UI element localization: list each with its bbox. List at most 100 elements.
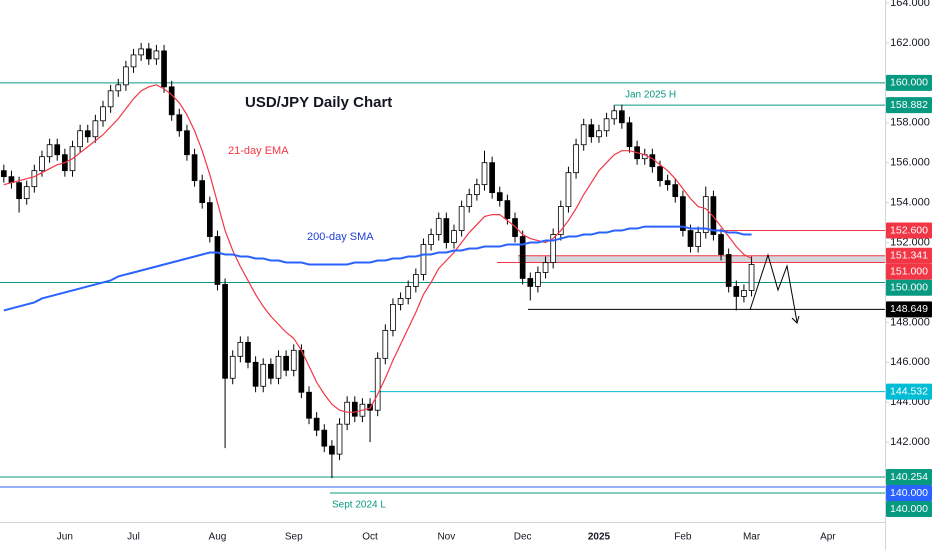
- x-tick-label: Jul: [127, 532, 140, 543]
- candle-body: [283, 355, 289, 371]
- candle-body: [603, 118, 610, 132]
- candle-body: [535, 272, 541, 287]
- candle-body: [161, 50, 167, 88]
- candle-body: [565, 172, 572, 208]
- candle-body: [115, 84, 122, 92]
- candle-body: [489, 162, 495, 194]
- candle-body: [741, 290, 747, 297]
- candle-body: [748, 264, 755, 291]
- candle-body: [550, 234, 557, 263]
- high-label: Jan 2025 H: [625, 90, 676, 101]
- candle-body: [0, 170, 7, 178]
- candle-body: [321, 429, 328, 447]
- x-tick-label: Sep: [285, 532, 303, 543]
- projection-path: [749, 253, 798, 323]
- price-tag: [886, 263, 932, 280]
- candle-body: [229, 355, 236, 379]
- candle-body: [557, 206, 564, 235]
- candle-body: [145, 48, 152, 60]
- price-tag-label: 140.000: [890, 487, 928, 499]
- candle-body: [657, 166, 663, 182]
- sma-label: 200-day SMA: [307, 231, 374, 243]
- candle-body: [710, 196, 717, 235]
- candle-body: [313, 417, 320, 431]
- candle-body: [298, 349, 305, 393]
- candle-body: [428, 234, 434, 245]
- price-tag-label: 150.000: [890, 281, 928, 293]
- candle-body: [619, 110, 625, 124]
- candle-body: [725, 254, 732, 287]
- candle-body: [695, 232, 701, 247]
- y-tick-label: 158.000: [890, 117, 930, 129]
- candle-body: [39, 156, 45, 172]
- price-tag-label: 151.000: [890, 265, 928, 277]
- candle-body: [672, 184, 679, 198]
- candle-body: [519, 236, 526, 279]
- candle-body: [77, 130, 83, 148]
- candle-body: [54, 144, 61, 156]
- candle-body: [100, 106, 106, 122]
- candle-body: [397, 298, 404, 305]
- x-tick-label: Mar: [743, 532, 761, 543]
- candle-body: [130, 54, 137, 68]
- x-tick-label: Feb: [674, 532, 692, 543]
- candle-body: [435, 218, 442, 235]
- candle-body: [138, 48, 144, 56]
- x-tick-label: Apr: [820, 532, 836, 543]
- candle-body: [474, 184, 480, 196]
- x-tick-label: 2025: [588, 532, 611, 543]
- candle-body: [680, 196, 686, 231]
- x-tick-label: Aug: [209, 532, 227, 543]
- candle-body: [252, 361, 259, 387]
- y-tick-label: 162.000: [890, 37, 930, 49]
- price-tag-label: 140.000: [890, 503, 928, 515]
- candle-body: [31, 170, 38, 188]
- candle-body: [344, 401, 351, 425]
- candle-body: [466, 194, 473, 208]
- moving-average-line: [3, 225, 752, 312]
- candle-body: [336, 423, 343, 455]
- candle-body: [275, 355, 282, 379]
- price-tag: [886, 222, 932, 239]
- candle-body: [496, 192, 503, 202]
- candle-body: [458, 206, 465, 231]
- price-tag-label: 158.882: [890, 99, 928, 111]
- candle-body: [237, 341, 244, 357]
- candle-body: [443, 218, 450, 243]
- plot-area: [0, 42, 885, 494]
- candle-body: [664, 180, 671, 186]
- candle-body: [512, 218, 518, 237]
- low-label: Sept 2024 L: [332, 500, 386, 511]
- candle-body: [588, 124, 595, 138]
- candle-body: [451, 230, 457, 243]
- candle-body: [176, 114, 183, 132]
- candle-body: [290, 349, 297, 371]
- candle-body: [542, 262, 549, 273]
- y-tick-label: 146.000: [890, 356, 930, 368]
- candle-body: [351, 401, 358, 417]
- candle-body: [412, 274, 419, 287]
- x-tick-label: Oct: [362, 532, 378, 543]
- candle-body: [420, 244, 427, 275]
- candle-body: [374, 357, 381, 411]
- price-tag: [886, 97, 932, 114]
- y-tick-label: 154.000: [890, 197, 930, 209]
- candle-body: [107, 90, 114, 108]
- price-tag: [886, 469, 932, 486]
- x-tick-label: Dec: [514, 532, 532, 543]
- candle-body: [611, 110, 618, 120]
- candle-body: [527, 278, 534, 287]
- candle-body: [168, 86, 175, 116]
- price-tag-label: 148.649: [890, 303, 928, 315]
- candle-body: [733, 286, 740, 297]
- candle-body: [23, 186, 30, 200]
- candle-body: [382, 329, 389, 359]
- candle-body: [184, 130, 190, 156]
- candle-body: [580, 124, 587, 146]
- candle-body: [46, 144, 53, 158]
- candle-body: [245, 341, 251, 363]
- candle-body: [596, 130, 602, 138]
- candle-body: [329, 445, 335, 455]
- price-tag: [886, 247, 932, 264]
